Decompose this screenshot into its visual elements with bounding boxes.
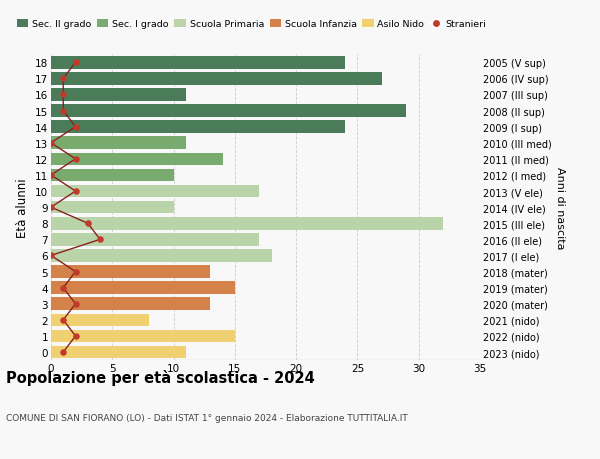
Bar — [51, 73, 382, 85]
Point — [46, 252, 56, 260]
Bar — [51, 202, 173, 214]
Bar — [51, 137, 186, 150]
Point — [71, 123, 80, 131]
Bar — [51, 298, 211, 310]
Bar — [51, 234, 259, 246]
Point — [58, 284, 68, 292]
Bar — [51, 314, 149, 326]
Legend: Sec. II grado, Sec. I grado, Scuola Primaria, Scuola Infanzia, Asilo Nido, Stran: Sec. II grado, Sec. I grado, Scuola Prim… — [17, 20, 486, 29]
Point — [58, 75, 68, 83]
Point — [46, 140, 56, 147]
Bar — [51, 89, 186, 101]
Bar — [51, 153, 223, 166]
Point — [46, 172, 56, 179]
Point — [71, 188, 80, 196]
Bar — [51, 185, 259, 198]
Text: Popolazione per età scolastica - 2024: Popolazione per età scolastica - 2024 — [6, 369, 315, 386]
Point — [71, 332, 80, 340]
Point — [58, 349, 68, 356]
Bar — [51, 250, 272, 262]
Bar — [51, 282, 235, 294]
Bar — [51, 266, 211, 278]
Point — [83, 220, 92, 228]
Point — [71, 59, 80, 67]
Text: COMUNE DI SAN FIORANO (LO) - Dati ISTAT 1° gennaio 2024 - Elaborazione TUTTITALI: COMUNE DI SAN FIORANO (LO) - Dati ISTAT … — [6, 413, 408, 422]
Point — [95, 236, 105, 243]
Point — [58, 107, 68, 115]
Bar — [51, 346, 186, 358]
Point — [71, 156, 80, 163]
Point — [46, 204, 56, 211]
Point — [71, 268, 80, 275]
Point — [58, 317, 68, 324]
Point — [58, 91, 68, 99]
Y-axis label: Età alunni: Età alunni — [16, 178, 29, 237]
Bar — [51, 218, 443, 230]
Bar — [51, 169, 173, 182]
Bar — [51, 330, 235, 342]
Y-axis label: Anni di nascita: Anni di nascita — [556, 167, 565, 249]
Bar — [51, 105, 406, 118]
Point — [71, 300, 80, 308]
Bar — [51, 57, 345, 69]
Bar — [51, 121, 345, 134]
